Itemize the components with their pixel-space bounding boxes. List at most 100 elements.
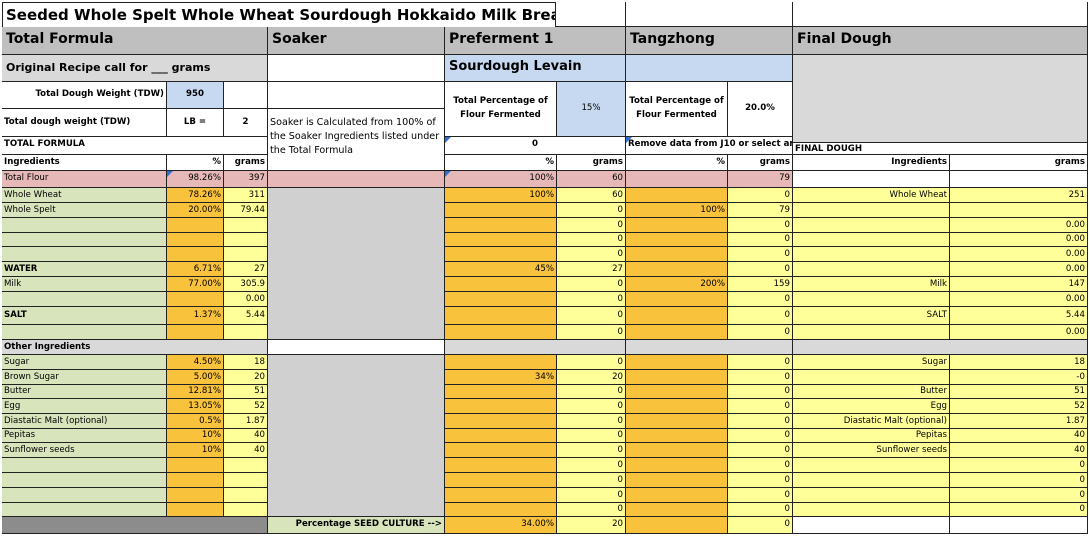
- final-dough-blank[interactable]: [793, 55, 1088, 143]
- pf-grams[interactable]: 0: [557, 473, 626, 488]
- tz-pct[interactable]: 100%: [626, 203, 728, 218]
- tz-grams[interactable]: 0: [728, 473, 793, 488]
- pf-pct[interactable]: [445, 473, 557, 488]
- sourdough-levain-label[interactable]: Sourdough Levain: [445, 55, 626, 82]
- pf-grams[interactable]: 0: [557, 307, 626, 325]
- tangzhong-pct-input[interactable]: 20.0%: [728, 82, 793, 137]
- tf-grams[interactable]: [224, 325, 268, 340]
- row-name[interactable]: [2, 292, 167, 307]
- gray-cell[interactable]: [626, 340, 793, 355]
- fd-name[interactable]: [793, 233, 950, 247]
- tz-grams[interactable]: 0: [728, 370, 793, 385]
- pf-grams[interactable]: 0: [557, 325, 626, 340]
- gray-cell[interactable]: [793, 340, 1088, 355]
- tz-grams[interactable]: 0: [728, 488, 793, 503]
- pf-grams[interactable]: 60: [557, 188, 626, 203]
- empty-cell[interactable]: [950, 517, 1088, 534]
- tz-pct[interactable]: [626, 355, 728, 370]
- tf-pct[interactable]: [167, 247, 224, 262]
- tz-pct[interactable]: [626, 458, 728, 473]
- tz-pct[interactable]: [626, 218, 728, 233]
- row-name[interactable]: [2, 325, 167, 340]
- fd-grams[interactable]: 0.00: [950, 233, 1088, 247]
- tf-pct[interactable]: 13.05%: [167, 399, 224, 414]
- fd-name[interactable]: Diastatic Malt (optional): [793, 414, 950, 429]
- row-name[interactable]: [2, 503, 167, 517]
- pf-grams[interactable]: 0: [557, 292, 626, 307]
- soaker-blank[interactable]: [268, 55, 445, 82]
- tz-pct[interactable]: [626, 414, 728, 429]
- fd-grams[interactable]: 0.00: [950, 292, 1088, 307]
- pf-pct[interactable]: [445, 443, 557, 458]
- row-name[interactable]: Whole Wheat: [2, 188, 167, 203]
- tz-pct[interactable]: [626, 443, 728, 458]
- tf-grams[interactable]: [224, 488, 268, 503]
- pf-grams[interactable]: 0: [557, 385, 626, 399]
- fd-grams[interactable]: [950, 203, 1088, 218]
- tf-grams[interactable]: 5.44: [224, 307, 268, 325]
- tf-grams[interactable]: 40: [224, 443, 268, 458]
- row-name[interactable]: [2, 458, 167, 473]
- pf-pct[interactable]: [445, 429, 557, 443]
- fd-name[interactable]: [793, 262, 950, 277]
- pf-grams[interactable]: 0: [557, 503, 626, 517]
- tz-grams[interactable]: 0: [728, 503, 793, 517]
- pf-grams[interactable]: 0: [557, 488, 626, 503]
- tz-grams[interactable]: 0: [728, 355, 793, 370]
- tz-grams[interactable]: 0: [728, 458, 793, 473]
- row-name[interactable]: Egg: [2, 399, 167, 414]
- tf-pct[interactable]: 78.26%: [167, 188, 224, 203]
- fd-grams[interactable]: 0.00: [950, 262, 1088, 277]
- pf-grams[interactable]: 27: [557, 262, 626, 277]
- tz-pct[interactable]: [626, 325, 728, 340]
- tf-grams[interactable]: 397: [224, 171, 268, 188]
- tf-pct[interactable]: 6.71%: [167, 262, 224, 277]
- empty-cell[interactable]: [224, 82, 268, 109]
- tz-grams[interactable]: 0: [728, 429, 793, 443]
- fd-grams[interactable]: 0.00: [950, 325, 1088, 340]
- fd-name[interactable]: [793, 473, 950, 488]
- pf-pct[interactable]: [445, 399, 557, 414]
- tf-pct[interactable]: 12.81%: [167, 385, 224, 399]
- fd-name[interactable]: [793, 488, 950, 503]
- tz-pct[interactable]: [626, 171, 728, 188]
- tz-pct[interactable]: [626, 307, 728, 325]
- tf-pct[interactable]: 1.37%: [167, 307, 224, 325]
- pf-grams[interactable]: 0: [557, 247, 626, 262]
- tz-grams[interactable]: 0: [728, 325, 793, 340]
- fd-grams[interactable]: 5.44: [950, 307, 1088, 325]
- soaker-blank[interactable]: [268, 82, 445, 109]
- fd-name[interactable]: SALT: [793, 307, 950, 325]
- tz-grams[interactable]: 159: [728, 277, 793, 292]
- section-final-dough[interactable]: Final Dough: [793, 27, 1088, 55]
- tdw-input[interactable]: 950: [167, 82, 224, 109]
- tz-grams[interactable]: 0: [728, 399, 793, 414]
- tf-pct[interactable]: 20.00%: [167, 203, 224, 218]
- tz-pct[interactable]: [626, 370, 728, 385]
- pf-grams[interactable]: 0: [557, 233, 626, 247]
- seed-culture-pct[interactable]: 34.00%: [445, 517, 557, 534]
- tf-grams[interactable]: [224, 233, 268, 247]
- fd-name[interactable]: [793, 458, 950, 473]
- tf-pct[interactable]: [167, 488, 224, 503]
- tz-grams[interactable]: 0: [728, 307, 793, 325]
- tz-pct[interactable]: [626, 473, 728, 488]
- tdw2-label[interactable]: Total dough weight (TDW): [2, 109, 167, 137]
- tz-grams[interactable]: 0: [728, 292, 793, 307]
- pf-pct[interactable]: 34%: [445, 370, 557, 385]
- tf-grams[interactable]: 52: [224, 399, 268, 414]
- row-name[interactable]: Butter: [2, 385, 167, 399]
- tz-pct[interactable]: [626, 399, 728, 414]
- empty-cell[interactable]: [793, 2, 1088, 27]
- tz-grams[interactable]: 0: [728, 247, 793, 262]
- tz-pct[interactable]: [626, 188, 728, 203]
- section-soaker[interactable]: Soaker: [268, 27, 445, 55]
- row-name[interactable]: [2, 488, 167, 503]
- row-name[interactable]: [2, 473, 167, 488]
- fd-grams[interactable]: 251: [950, 188, 1088, 203]
- tz-grams[interactable]: 0: [728, 443, 793, 458]
- gray-cell[interactable]: [445, 340, 626, 355]
- tf-grams[interactable]: [224, 247, 268, 262]
- tf-grams[interactable]: 311: [224, 188, 268, 203]
- tf-grams[interactable]: 305.9: [224, 277, 268, 292]
